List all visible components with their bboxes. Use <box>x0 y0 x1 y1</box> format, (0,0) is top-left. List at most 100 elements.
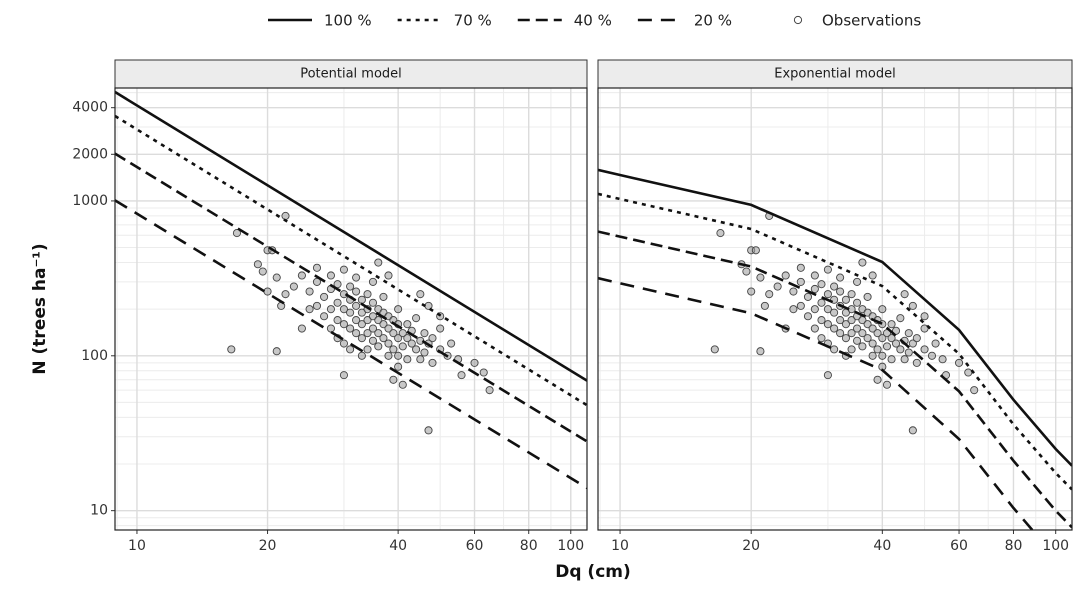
x-tick-label: 10 <box>611 538 629 554</box>
observation <box>796 263 805 272</box>
observation <box>281 290 290 299</box>
observation <box>326 271 335 280</box>
observation <box>339 305 348 314</box>
observation <box>389 375 398 384</box>
x-tick-label: 20 <box>259 538 277 554</box>
x-tick-label: 40 <box>873 538 891 554</box>
observation <box>912 334 921 343</box>
observation <box>863 292 872 301</box>
observation <box>412 345 421 354</box>
observation <box>747 287 756 296</box>
x-tick-label: 10 <box>128 538 146 554</box>
panel: Exponential model 10 20 40 60 80 100 <box>597 59 1073 554</box>
observation <box>773 282 782 291</box>
legend-label: 100 % <box>324 12 372 30</box>
observation <box>352 316 361 325</box>
observation <box>457 371 466 380</box>
model-line <box>598 192 1072 491</box>
observation <box>320 292 329 301</box>
observation <box>374 342 383 351</box>
legend-label: 70 % <box>454 12 492 30</box>
observation <box>253 260 262 269</box>
observation <box>339 265 348 274</box>
observation <box>823 320 832 329</box>
observation <box>853 336 862 345</box>
observation <box>810 271 819 280</box>
observation <box>882 342 892 351</box>
observation <box>756 347 765 356</box>
observation <box>908 426 917 435</box>
observation <box>394 362 403 371</box>
observation <box>863 320 872 329</box>
observation <box>908 339 917 348</box>
observation <box>352 301 361 310</box>
observation <box>810 324 819 333</box>
observation <box>368 312 378 321</box>
observation <box>760 301 769 310</box>
observation <box>891 339 901 348</box>
observation <box>887 334 896 343</box>
y-tick-label: 4000 <box>72 100 108 116</box>
observation <box>817 298 826 307</box>
observation <box>823 371 832 380</box>
model-line <box>598 168 1072 467</box>
observation <box>407 339 416 348</box>
observation <box>357 295 366 304</box>
observation <box>258 267 267 276</box>
observation <box>412 314 421 323</box>
observation <box>384 351 393 360</box>
observation <box>297 271 306 280</box>
observation <box>357 320 366 329</box>
observation <box>887 320 896 329</box>
x-tick-label: 80 <box>520 538 538 554</box>
model-line <box>598 230 1072 529</box>
observation <box>384 339 393 348</box>
legend: 100 % 70 % 40 % 20 % Observations <box>268 12 921 30</box>
x-tick-label: 20 <box>742 538 760 554</box>
x-tick-label: 60 <box>466 538 484 554</box>
observation <box>970 386 979 395</box>
observation <box>357 334 366 343</box>
observation <box>272 347 281 356</box>
observation <box>817 316 826 325</box>
observation <box>710 345 719 354</box>
observation <box>847 329 856 338</box>
observation <box>384 324 393 333</box>
observation <box>374 316 383 325</box>
observation <box>333 316 342 325</box>
x-tick-label: 100 <box>1042 538 1069 554</box>
observation <box>938 355 947 364</box>
observation <box>836 316 845 325</box>
observation <box>357 351 366 360</box>
observation <box>352 287 361 296</box>
model-line <box>115 199 587 490</box>
legend-label: 20 % <box>694 12 732 30</box>
observation <box>796 277 805 286</box>
observation <box>896 314 905 323</box>
observation <box>339 339 348 348</box>
plot-area <box>115 90 587 490</box>
observation <box>830 324 839 333</box>
observation <box>873 375 882 384</box>
observation <box>810 305 819 314</box>
observation <box>817 334 826 343</box>
observation <box>868 351 877 360</box>
observation <box>379 320 388 329</box>
observation <box>416 355 425 364</box>
observation <box>742 267 751 276</box>
x-tick-label: 60 <box>950 538 968 554</box>
observation <box>346 282 355 291</box>
observation <box>853 277 862 286</box>
observation <box>878 334 887 343</box>
observation <box>904 329 913 338</box>
panel-border <box>597 87 1073 531</box>
observation <box>830 345 839 354</box>
observation <box>389 329 398 338</box>
panel-title: Potential model <box>300 67 402 82</box>
observation <box>853 324 862 333</box>
observation <box>368 298 378 307</box>
observation <box>272 273 281 282</box>
observation <box>868 339 877 348</box>
observation <box>420 348 429 357</box>
observation <box>263 287 272 296</box>
